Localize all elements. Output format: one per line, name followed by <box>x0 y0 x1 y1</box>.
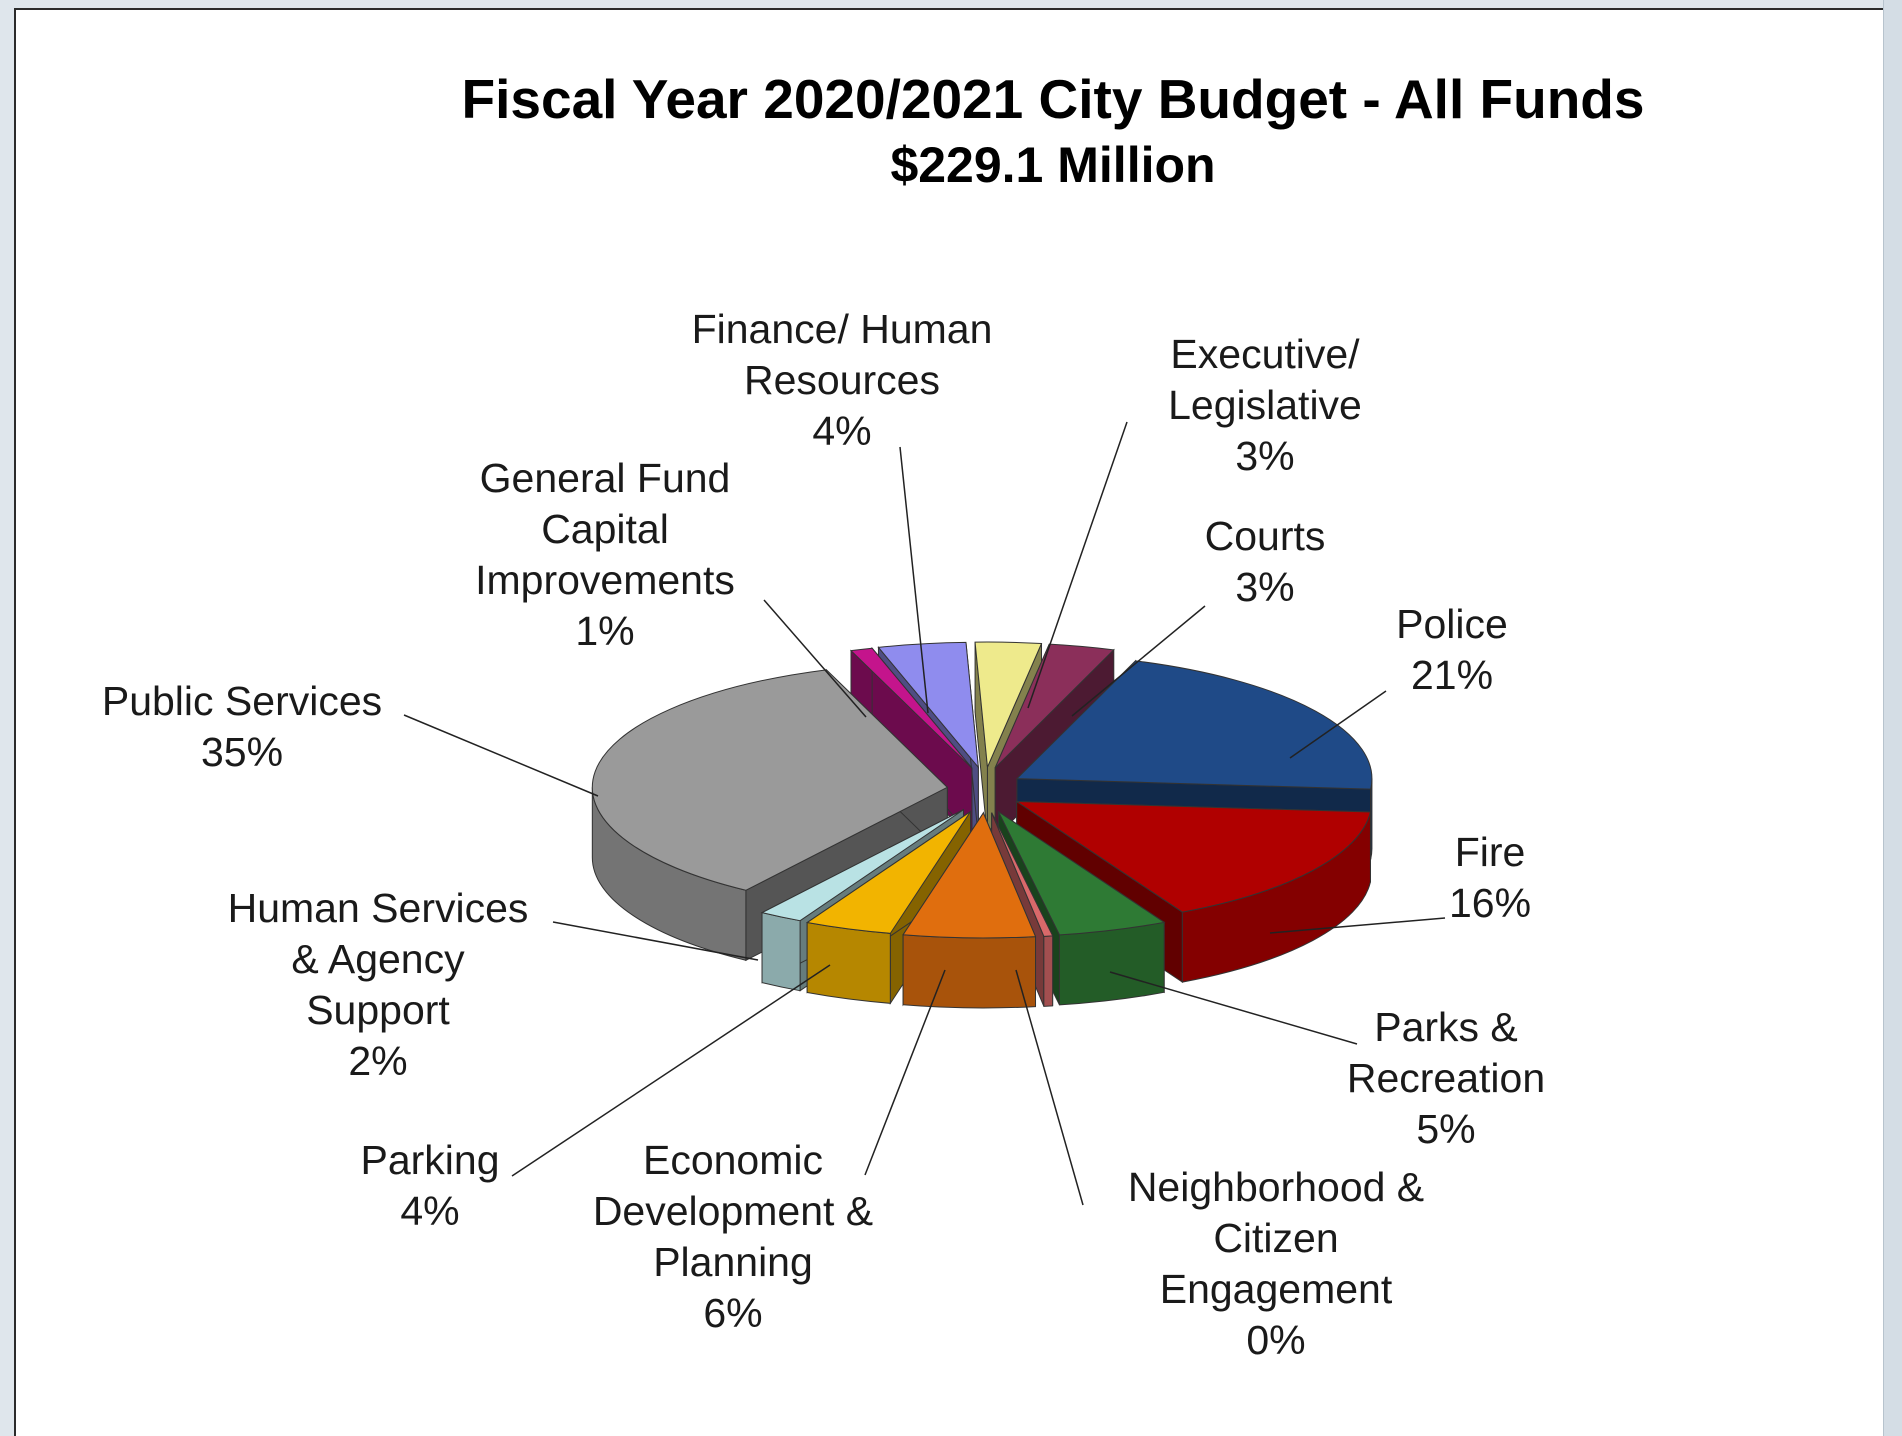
slice-label: Courts 3% <box>1205 513 1326 610</box>
leader-line <box>1109 971 1358 1045</box>
leader-line <box>864 969 946 1176</box>
slice-label-line: Recreation <box>1347 1055 1545 1101</box>
slice-percent: 16% <box>1449 880 1531 926</box>
leader-line <box>899 446 929 714</box>
slice-label-line: Parking <box>360 1137 499 1183</box>
slice-label-line: Engagement <box>1160 1266 1393 1312</box>
leader-line <box>403 714 599 797</box>
leader-line <box>1289 690 1387 759</box>
pie-slices <box>591 641 1373 1009</box>
slice-label: Finance/ Human Resources 4% <box>692 306 993 454</box>
slice-label-line: Planning <box>653 1239 813 1285</box>
slice-label: Executive/Legislative 3% <box>1168 331 1362 479</box>
slice-label-line: General Fund <box>480 455 731 501</box>
slice-label-line: Fire <box>1455 829 1526 875</box>
slice-label-line: Public Services <box>102 678 382 724</box>
pie-slice <box>902 811 1037 1009</box>
slice-percent: 4% <box>400 1188 459 1234</box>
slice-percent: 6% <box>703 1290 762 1336</box>
slice-label-line: Courts <box>1205 513 1326 559</box>
leader-line <box>763 599 867 718</box>
slice-label-line: Development & <box>593 1188 873 1234</box>
slice-label-line: Neighborhood & <box>1128 1164 1424 1210</box>
slice-label-line: Resources <box>744 357 940 403</box>
slice-label-line: Police <box>1396 601 1508 647</box>
slice-label-line: Capital <box>541 506 669 552</box>
slice-label-line: Support <box>306 987 450 1033</box>
slice-percent: 1% <box>575 608 634 654</box>
slice-label-line: Economic <box>643 1137 823 1183</box>
slice-percent: 5% <box>1416 1106 1475 1152</box>
leader-line <box>1071 605 1206 717</box>
slice-labels: Executive/Legislative 3% Courts 3% Police 21%… <box>102 306 1545 1363</box>
slice-label-line: Citizen <box>1213 1215 1338 1261</box>
slice-percent: 21% <box>1411 652 1493 698</box>
slice-percent: 3% <box>1235 433 1294 479</box>
chart-subtitle: $229.1 Million <box>890 137 1215 193</box>
slice-label: Public Services 35% <box>102 678 382 775</box>
slice-label: General Fund Capital Improvements 1% <box>475 455 735 654</box>
slice-percent: 0% <box>1246 1317 1305 1363</box>
window-edge <box>1883 0 1902 1436</box>
slice-label: Police 21% <box>1396 601 1508 698</box>
leader-line <box>1027 421 1128 709</box>
slice-label-line: Improvements <box>475 557 735 603</box>
slice-label: Parks & Recreation 5% <box>1347 1004 1545 1152</box>
leader-line <box>1269 917 1446 934</box>
slice-label-line: Executive/ <box>1170 331 1360 377</box>
slice-label: Human Services & Agency Support 2% <box>228 885 529 1084</box>
slice-label: Parking 4% <box>360 1137 499 1234</box>
slice-percent: 3% <box>1235 564 1294 610</box>
leader-line <box>1015 969 1084 1206</box>
leader-line <box>511 964 831 1177</box>
slice-label-line: Parks & <box>1374 1004 1518 1050</box>
slice-label-line: Finance/ Human <box>692 306 993 352</box>
slice-percent: 35% <box>201 729 283 775</box>
slice-label-line: Legislative <box>1168 382 1362 428</box>
slice-percent: 4% <box>812 408 871 454</box>
slice-label: Fire 16% <box>1449 829 1531 926</box>
slice-label: Economic Development & Planning 6% <box>593 1137 873 1336</box>
chart-title: Fiscal Year 2020/2021 City Budget - All … <box>462 68 1645 130</box>
leader-line <box>552 921 759 961</box>
slice-label-line: Human Services <box>228 885 529 931</box>
slice-label: Neighborhood & Citizen Engagement 0% <box>1128 1164 1424 1363</box>
leader-lines <box>403 421 1446 1206</box>
slice-label-line: & Agency <box>291 936 465 982</box>
slice-percent: 2% <box>348 1038 407 1084</box>
